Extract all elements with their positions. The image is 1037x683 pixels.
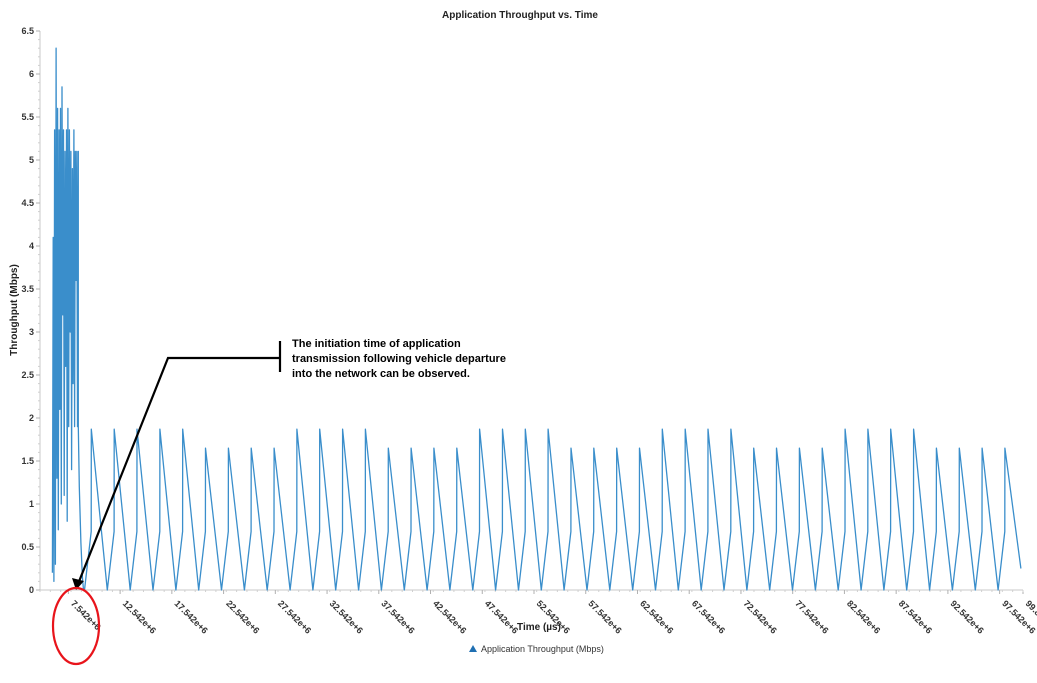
legend-series-label: Application Throughput (Mbps) [481,644,604,654]
y-tick-label: 2 [29,413,34,423]
y-tick-label: 0 [29,585,34,595]
y-tick-label: 3.5 [21,284,34,294]
y-tick-label: 1 [29,499,34,509]
y-tick-label: 2.5 [21,370,34,380]
x-axis-label: Time (µs) [517,622,561,633]
y-tick-label: 4.5 [21,198,34,208]
y-tick-label: 1.5 [21,456,34,466]
legend-triangle-marker [469,645,477,652]
annotation-pointer-line [76,356,280,585]
circled-tick-highlight [51,586,101,666]
y-tick-label: 6.5 [21,26,34,36]
y-tick-label: 4 [29,241,34,251]
annotation-text-line-1: The initiation time of application [292,338,461,350]
y-tick-label: 0.5 [21,542,34,552]
y-tick-label: 5.5 [21,112,34,122]
y-tick-label: 5 [29,155,34,165]
chart-title: Application Throughput vs. Time [442,10,598,21]
annotation: The initiation time of application trans… [51,338,506,666]
y-tick-label: 3 [29,327,34,337]
legend: Application Throughput (Mbps) [469,644,604,654]
y-axis: 0 0.5 1 1.5 2 2.5 3 3.5 4 4.5 5 5.5 6 6.5 [21,26,41,595]
series-line-application-throughput [51,47,1022,591]
y-axis-label: Throughput (Mbps) [9,264,20,356]
annotation-text-line-3: into the network can be observed. [292,368,470,380]
annotation-text-line-2: transmission following vehicle departure [292,353,506,365]
plot-area [51,47,1022,591]
y-tick-label: 6 [29,69,34,79]
